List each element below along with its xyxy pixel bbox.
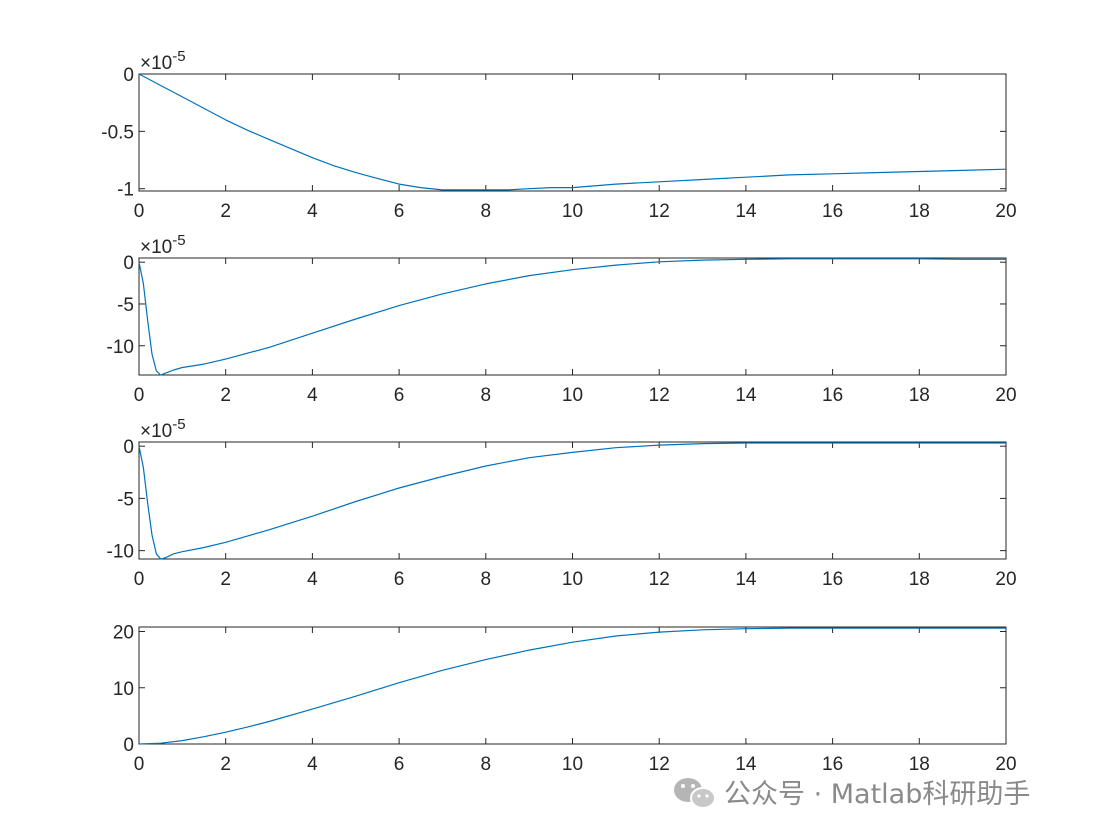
x-tick-label: 18 [909,569,930,590]
y-tick-label: 0 [123,437,134,458]
y-tick-label: -10 [107,337,134,358]
y-tick-label: -0.5 [101,122,134,143]
x-tick-label: 20 [995,754,1016,775]
x-tick-label: 0 [134,385,145,406]
x-tick-label: 8 [481,569,492,590]
subplot-1: 0 2 4 6 8 10 12 14 16 18 200-0.5-1×10-5 [101,48,1016,222]
x-tick-label: 2 [220,569,231,590]
x-tick-label: 8 [481,201,492,222]
axes-box [138,257,1007,376]
x-tick-label: 20 [995,385,1016,406]
x-tick-label: 14 [735,385,757,406]
axes-box [138,73,1007,192]
subplot-2: 0 2 4 6 8 10 12 14 16 18 200-5-10×10-5 [107,232,1017,406]
x-tick-label: 2 [220,385,231,406]
y-tick-label: -5 [117,295,134,316]
x-tick-label: 12 [649,201,670,222]
x-tick-label: 8 [481,385,492,406]
x-tick-label: 10 [562,754,583,775]
x-tick-label: 6 [394,569,405,590]
x-tick-label: 14 [735,569,757,590]
x-tick-label: 16 [822,569,843,590]
x-tick-label: 2 [220,754,231,775]
exponent-power: -5 [172,232,185,249]
series-line [138,73,1007,191]
y-tick-label: -1 [117,180,134,201]
x-tick-label: 8 [481,754,492,775]
x-tick-label: 20 [995,569,1016,590]
exponent-power: -5 [172,416,185,433]
y-tick-label: 20 [113,623,134,644]
y-tick-label: 0 [123,65,134,86]
x-tick-label: 10 [562,201,583,222]
x-tick-label: 12 [649,385,670,406]
series-line [138,442,1006,560]
x-tick-label: 4 [307,569,318,590]
x-tick-label: 0 [134,201,145,222]
x-tick-label: 0 [134,754,145,775]
subplot-4: 0 2 4 6 8 10 12 14 16 18 20 0 10 20 [113,623,1017,776]
x-tick-label: 14 [735,754,757,775]
x-tick-label: 6 [394,201,405,222]
x-tick-label: 4 [307,201,318,222]
axes-box [138,626,1007,745]
series-line [138,627,1006,745]
x-tick-label: 14 [735,201,757,222]
x-tick-label: 12 [649,569,670,590]
y-tick-label: -5 [117,489,134,510]
y-tick-label: 10 [113,679,134,700]
x-tick-label: 18 [909,201,930,222]
x-tick-label: 4 [307,385,318,406]
x-tick-label: 20 [995,201,1016,222]
x-tick-label: 6 [394,385,405,406]
x-tick-label: 2 [220,201,231,222]
x-tick-label: 10 [562,569,583,590]
y-tick-label: -10 [107,542,134,563]
y-tick-label: 0 [123,735,134,756]
x-tick-label: 6 [394,754,405,775]
axes-box [138,441,1007,560]
x-tick-label: 10 [562,385,583,406]
wechat-icon [674,778,716,809]
x-tick-label: 16 [822,201,843,222]
series-line [138,258,1006,376]
y-tick-label: 0 [123,253,134,274]
x-tick-label: 0 [134,569,145,590]
x-tick-label: 16 [822,385,843,406]
x-tick-label: 12 [649,754,670,775]
watermark-text: 公众号 · Matlab科研助手 [724,779,1030,810]
watermark: 公众号 · Matlab科研助手 [674,778,1030,810]
x-tick-label: 4 [307,754,318,775]
subplots: 0 2 4 6 8 10 12 14 16 18 200-0.5-1×10-50 2 4 6 8 10 12 14… [101,48,1016,775]
subplot-3: 0 2 4 6 8 10 12 14 16 18 200-5-10×10-5 [107,416,1017,590]
x-tick-label: 16 [822,754,843,775]
x-tick-label: 18 [909,754,930,775]
exponent-power: -5 [172,48,185,65]
x-tick-label: 18 [909,385,930,406]
